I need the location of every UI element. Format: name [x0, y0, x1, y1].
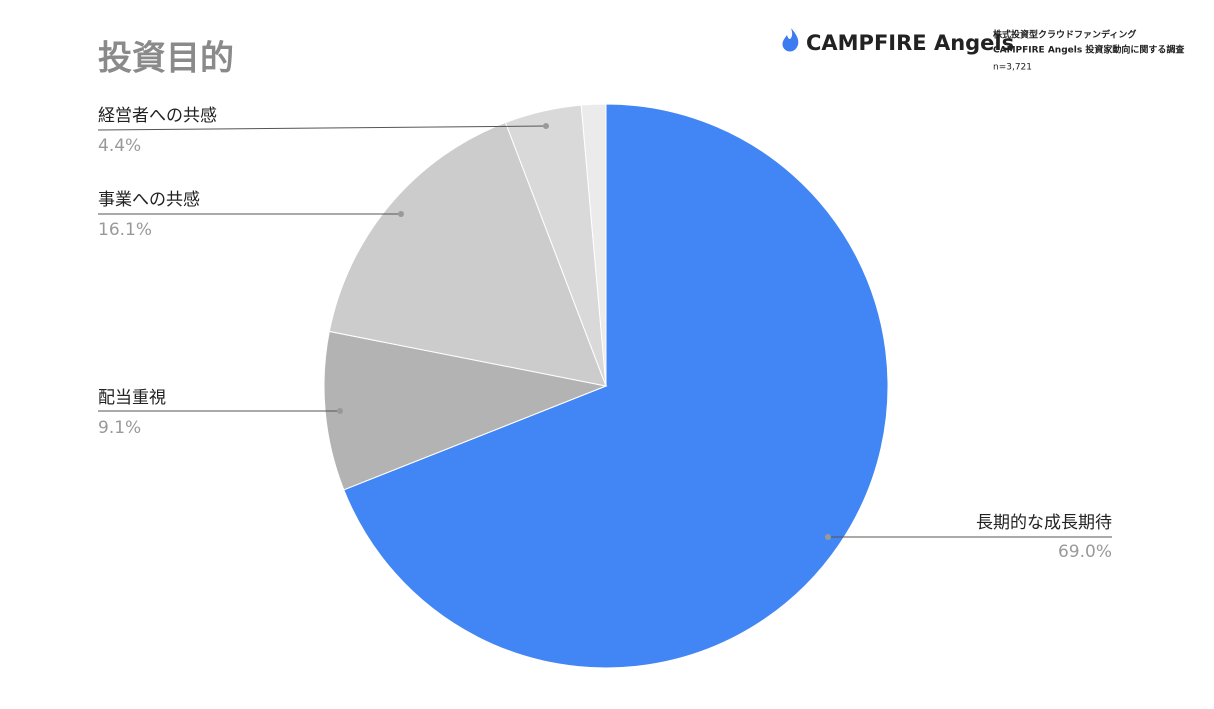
- chart-title: 投資目的: [98, 39, 234, 79]
- pie-slice: [580, 103, 607, 387]
- slice-value: 4.4%: [98, 136, 141, 156]
- pie-slice: [328, 121, 607, 387]
- source-line: CAMPFIRE Angels 投資家動向に関する調査: [993, 44, 1185, 56]
- slice-value: 9.1%: [98, 418, 141, 438]
- leader-dot: [543, 123, 549, 129]
- brand: CAMPFIRE Angels: [806, 31, 1014, 55]
- slice-label: 配当重視: [98, 388, 166, 408]
- source-line: n=3,721: [993, 63, 1032, 73]
- brand-icon: [782, 28, 799, 52]
- leader-dot: [398, 211, 404, 217]
- leader-line: [97, 125, 547, 131]
- pie-slice: [323, 330, 608, 491]
- slice-label: 長期的な成長期待: [976, 513, 1112, 533]
- slice-value: 69.0%: [1058, 542, 1112, 562]
- leader-dot: [337, 408, 343, 414]
- leader-dot: [825, 534, 831, 540]
- slice-label: 事業への共感: [98, 190, 200, 210]
- slice-label: 経営者への共感: [98, 106, 217, 126]
- slice-value: 16.1%: [98, 220, 152, 240]
- source-line: 株式投資型クラウドファンディング: [993, 29, 1136, 41]
- pie-slice: [343, 103, 889, 669]
